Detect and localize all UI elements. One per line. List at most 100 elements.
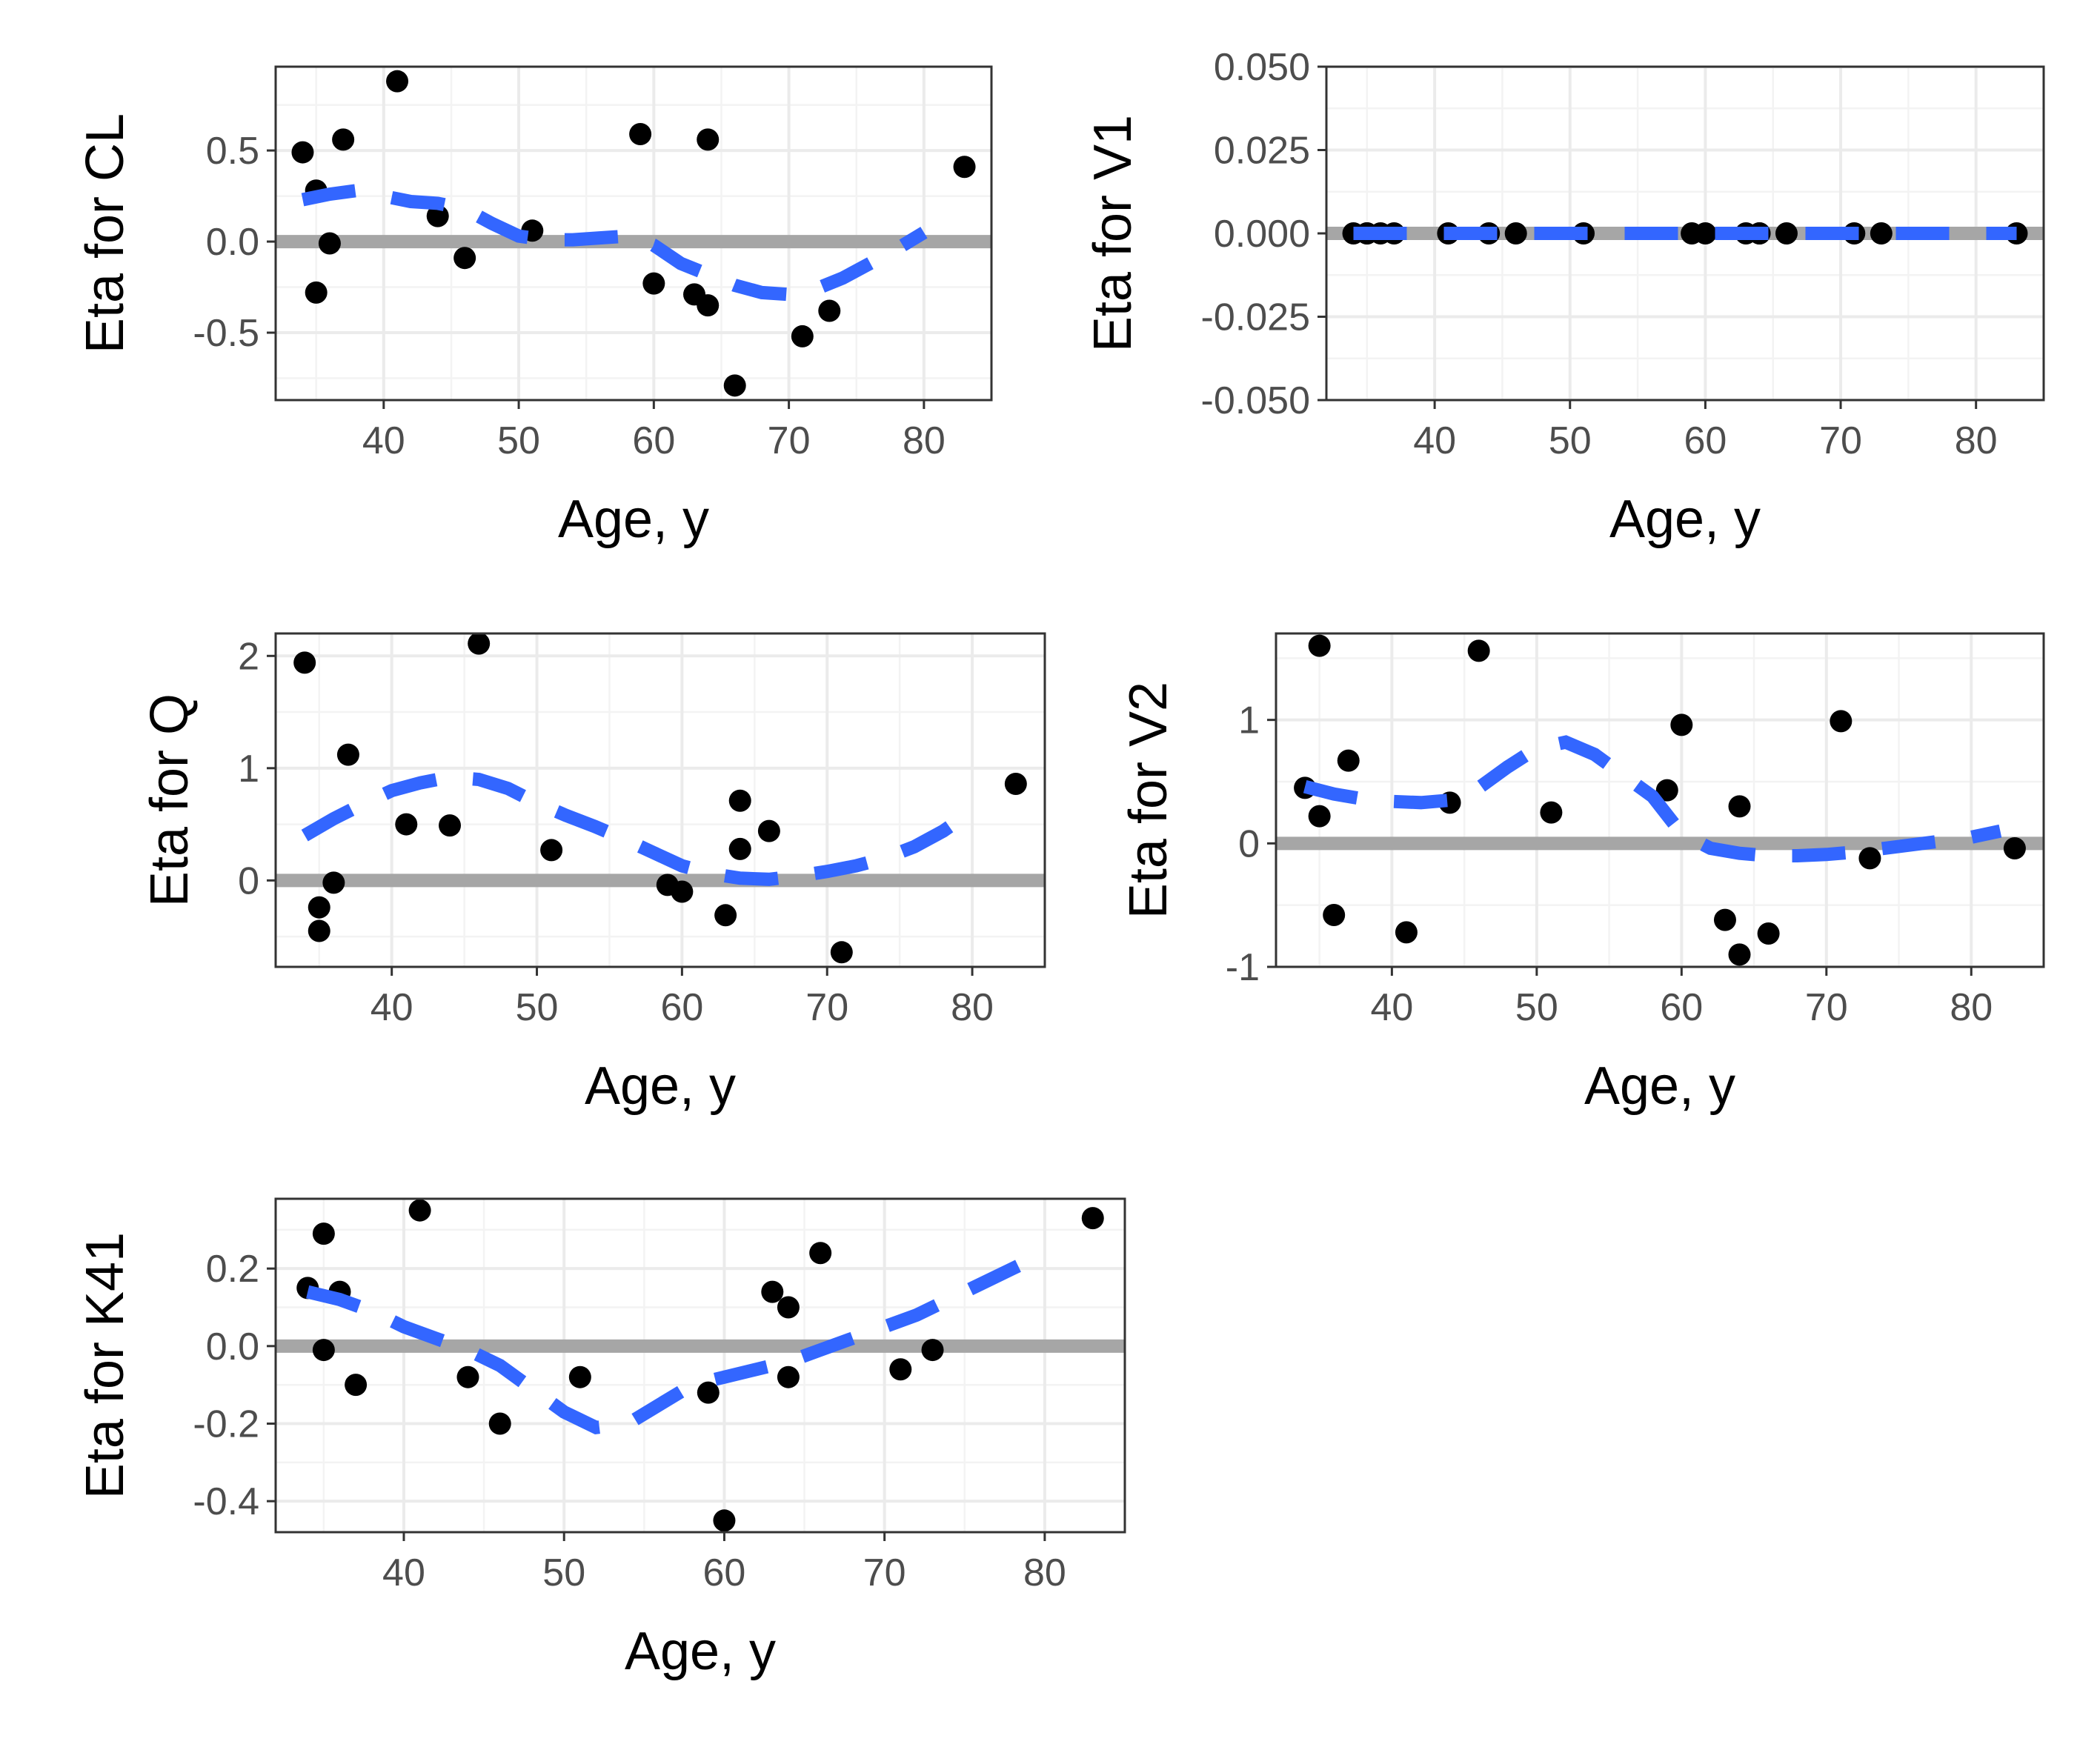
data-point <box>697 1381 720 1404</box>
panel-4: -1 0 1 40 50 60 70 80 Age, y Eta for V2 <box>1119 632 2045 1116</box>
data-point <box>1655 779 1678 802</box>
data-point <box>1323 904 1346 926</box>
plot-area <box>1276 633 2044 967</box>
data-point <box>642 272 665 295</box>
x-tick-label: 80 <box>951 986 994 1029</box>
y-tick-label: -0.5 <box>193 312 259 355</box>
data-point <box>757 819 780 842</box>
data-point <box>1081 1207 1104 1230</box>
data-point <box>332 128 355 151</box>
panel-background <box>276 67 991 400</box>
data-point <box>697 128 720 151</box>
data-point <box>1858 847 1881 870</box>
y-axis-title: Eta for Q <box>140 693 199 907</box>
x-tick-label: 80 <box>1955 419 1998 462</box>
x-tick-label: 40 <box>1370 986 1413 1029</box>
x-tick-label: 60 <box>632 419 675 462</box>
x-tick-label: 60 <box>1660 986 1703 1029</box>
smooth-line <box>306 1247 1048 1434</box>
data-point <box>791 325 814 347</box>
y-tick-label: 0.050 <box>1214 46 1310 89</box>
data-point <box>488 1412 511 1435</box>
data-point <box>439 814 462 837</box>
data-point <box>697 294 720 317</box>
y-tick-label: 0.2 <box>206 1248 259 1291</box>
x-tick-label: 80 <box>1023 1551 1066 1594</box>
plot-area <box>276 1199 1125 1532</box>
panel-3: 0 1 2 40 50 60 70 80 Age, y Eta for Q <box>140 632 1046 1116</box>
y-tick-label: 0.5 <box>206 130 259 173</box>
data-point <box>318 232 341 255</box>
y-tick-label: -0.2 <box>193 1403 259 1445</box>
x-tick-label: 50 <box>1515 986 1558 1029</box>
data-point <box>1004 773 1027 796</box>
y-tick-label: 0.0 <box>206 1325 259 1368</box>
x-tick-label: 70 <box>1819 419 1862 462</box>
x-tick-label: 50 <box>542 1551 585 1594</box>
data-point <box>921 1339 944 1362</box>
data-point <box>305 281 328 304</box>
data-point <box>1540 801 1563 824</box>
x-tick-label: 40 <box>382 1551 425 1594</box>
data-point <box>291 141 314 164</box>
data-point <box>568 1365 591 1388</box>
data-point <box>1775 222 1798 244</box>
y-axis-title: Eta for K41 <box>76 1232 135 1499</box>
panel-border <box>1275 632 2045 968</box>
smooth-line <box>301 184 928 302</box>
data-point <box>336 743 359 766</box>
x-tick-label: 70 <box>805 986 848 1029</box>
data-point <box>293 651 316 674</box>
data-point <box>1670 713 1693 736</box>
data-point <box>889 1358 912 1381</box>
data-point <box>395 813 418 836</box>
data-point <box>1870 222 1893 244</box>
panel-border <box>274 65 993 402</box>
data-point <box>713 1509 736 1532</box>
y-axis-title: Eta for V1 <box>1083 115 1143 352</box>
y-tick-label: 1 <box>1238 699 1260 742</box>
data-point <box>345 1374 368 1397</box>
y-tick-label: 1 <box>238 748 259 791</box>
data-point <box>322 871 345 894</box>
data-point <box>629 122 652 145</box>
data-point <box>728 789 751 812</box>
data-point <box>723 374 746 397</box>
data-point <box>777 1296 800 1319</box>
smooth-line <box>301 770 977 886</box>
x-tick-label: 40 <box>371 986 413 1029</box>
data-point <box>1728 795 1751 818</box>
x-tick-label: 50 <box>1549 419 1592 462</box>
data-point <box>1830 710 1853 733</box>
y-tick-label: -1 <box>1226 946 1260 989</box>
data-point <box>671 880 694 903</box>
x-tick-label: 70 <box>768 419 811 462</box>
data-point <box>540 839 563 862</box>
data-point <box>1337 749 1360 772</box>
y-tick-label: -0.050 <box>1201 379 1310 422</box>
x-tick-label: 60 <box>1684 419 1727 462</box>
panel-1: -0.5 0.0 0.5 40 50 60 70 80 Age, y Eta for CL <box>76 65 993 549</box>
data-point <box>809 1242 832 1265</box>
y-tick-label: 0.025 <box>1214 130 1310 173</box>
x-axis-title: Age, y <box>1609 490 1761 549</box>
data-point <box>1504 222 1527 244</box>
data-point <box>453 247 476 270</box>
data-point <box>1395 921 1418 944</box>
x-axis-title: Age, y <box>585 1057 736 1116</box>
x-tick-label: 70 <box>1805 986 1848 1029</box>
x-tick-label: 70 <box>863 1551 906 1594</box>
data-point <box>714 904 737 927</box>
data-point <box>953 156 976 179</box>
data-point <box>468 633 491 655</box>
y-tick-label: -0.4 <box>193 1480 259 1523</box>
data-point <box>1308 805 1331 828</box>
smooth-line <box>1303 735 2002 862</box>
data-point <box>1694 222 1717 244</box>
x-axis-title: Age, y <box>558 490 709 549</box>
data-point <box>830 941 853 964</box>
data-point <box>386 70 409 93</box>
y-axis-title: Eta for CL <box>76 113 135 353</box>
data-point <box>761 1280 784 1303</box>
